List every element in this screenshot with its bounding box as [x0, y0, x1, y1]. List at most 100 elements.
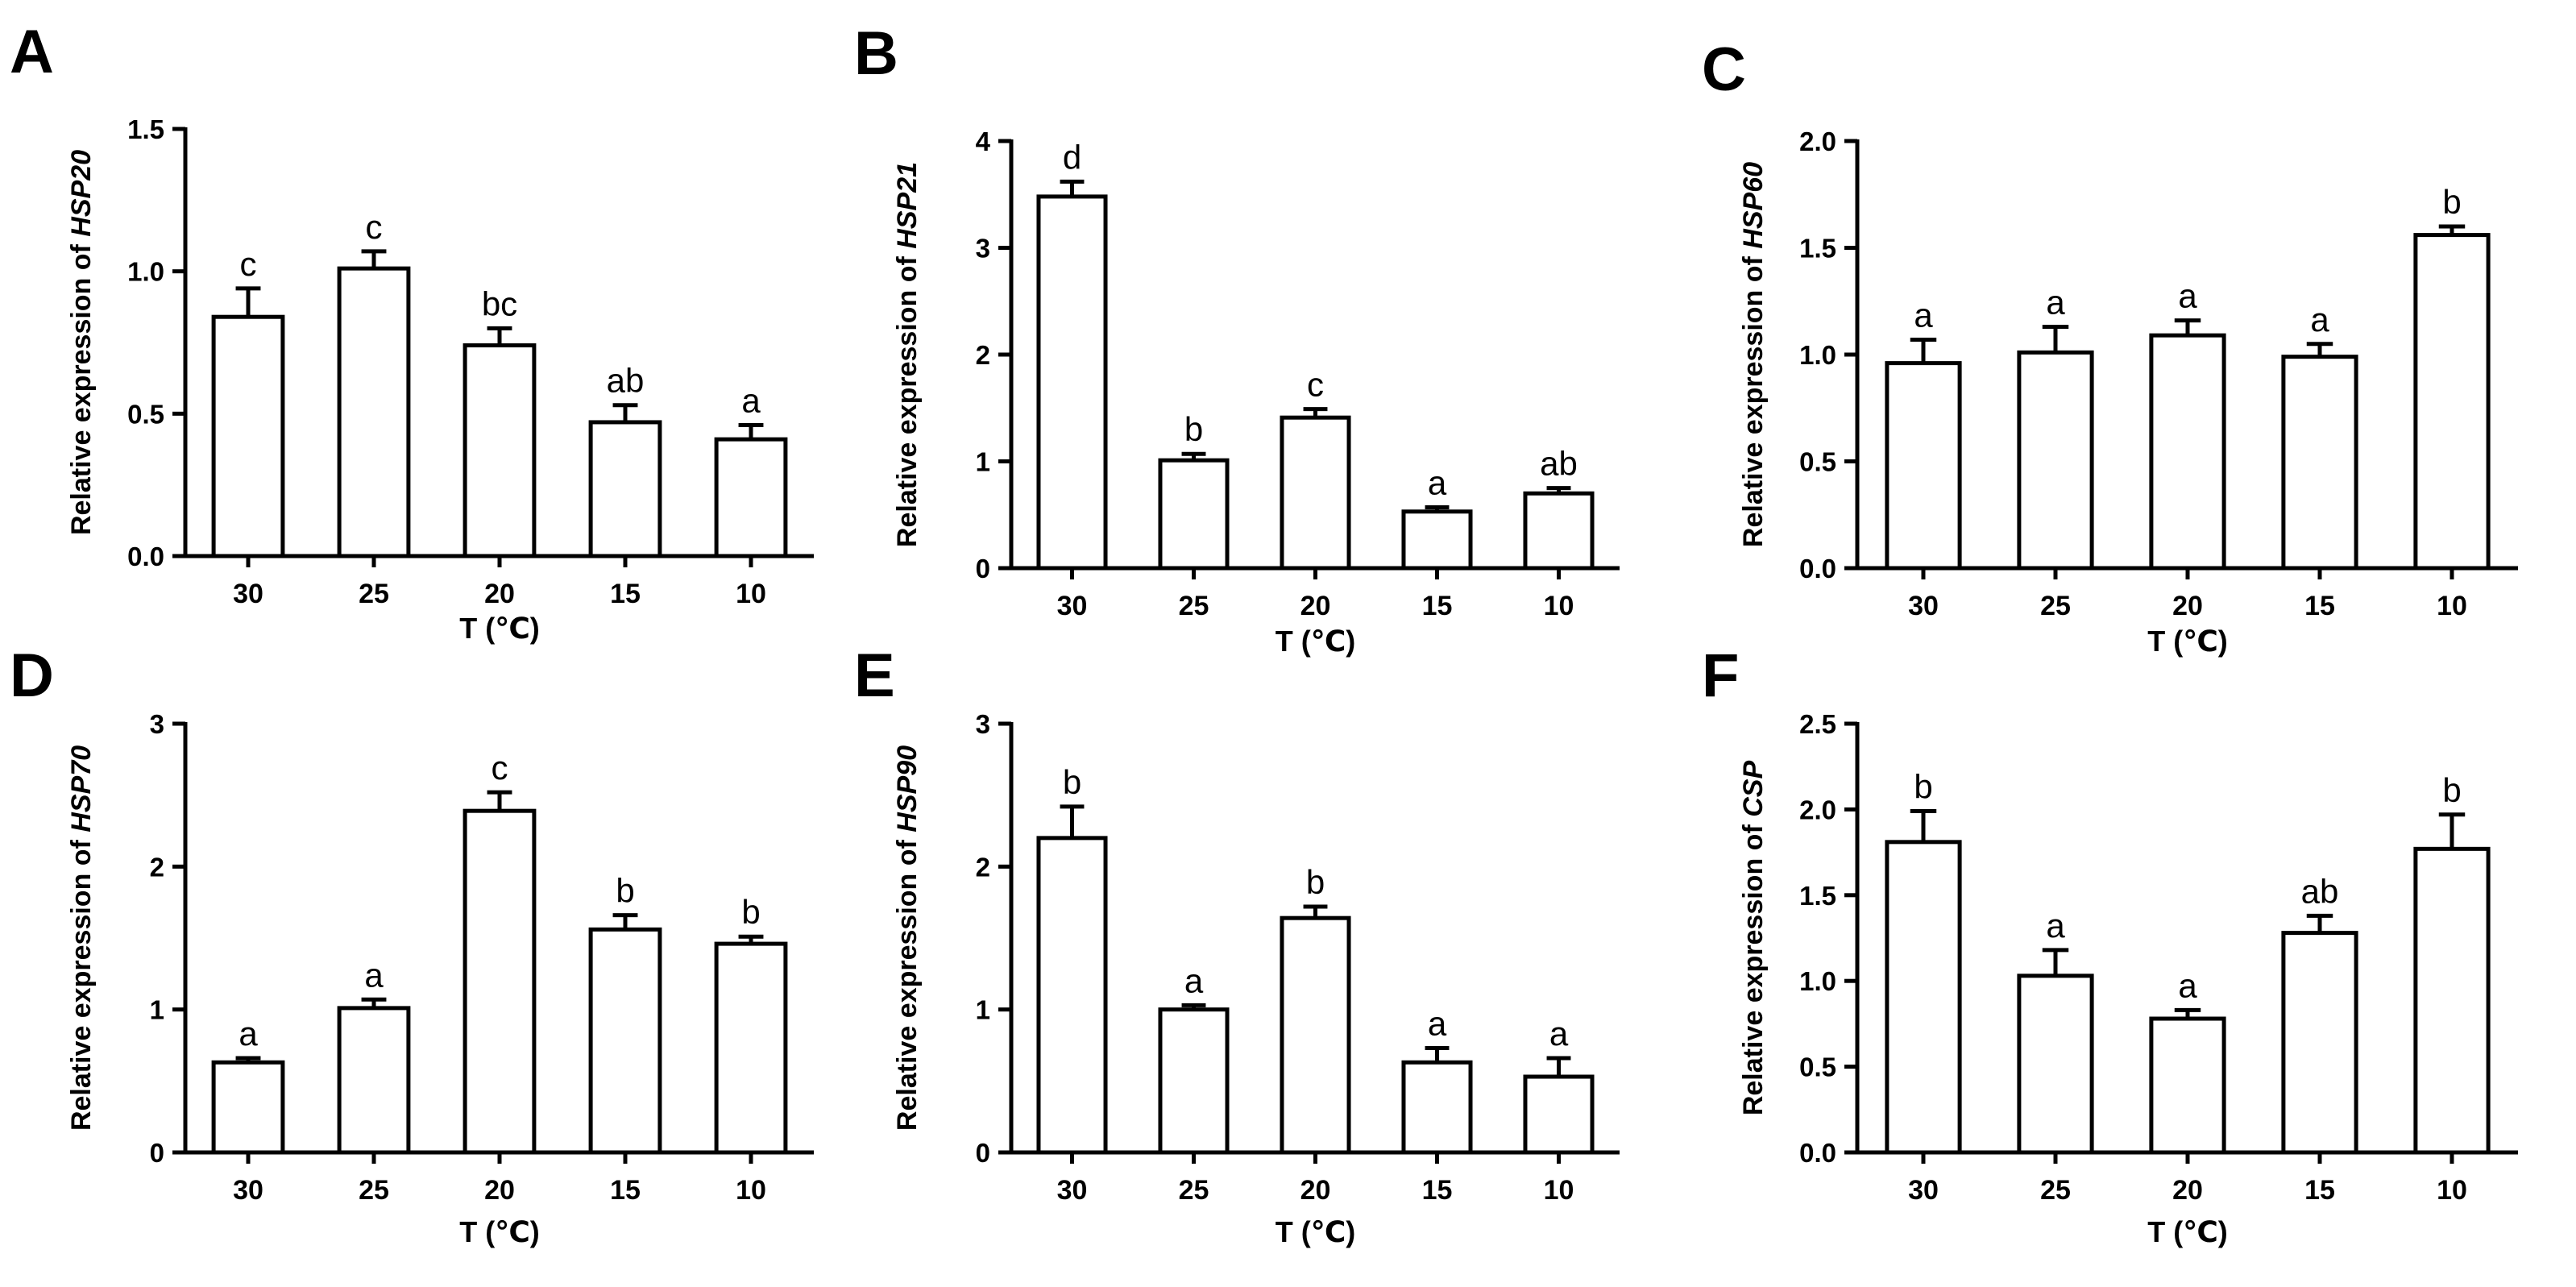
y-tick-label: 2	[150, 852, 164, 882]
y-tick-label: 1	[150, 995, 164, 1025]
x-tick-label: 20	[484, 1175, 515, 1206]
x-tick-label: 25	[359, 1175, 389, 1206]
significance-label: c	[240, 245, 257, 283]
y-tick-label: 1.0	[1799, 966, 1836, 996]
significance-label: ab	[1540, 445, 1578, 483]
significance-label: a	[239, 1015, 258, 1052]
bar	[588, 927, 662, 1155]
y-axis-label-gene: HSP70	[66, 745, 97, 832]
x-axis-label: T (℃)	[459, 612, 540, 645]
significance-label: a	[1914, 296, 1933, 334]
y-tick-label: 3	[976, 709, 990, 739]
significance-label: a	[364, 956, 384, 994]
y-tick-label: 2.0	[1799, 127, 1836, 156]
panel-d: D a 30 a 25 c 20 b 15 b 10 0 1 2 3 Relative expression…	[10, 641, 814, 1248]
bar	[2413, 233, 2491, 571]
bar	[1158, 458, 1230, 571]
significance-label: a	[2178, 966, 2197, 1004]
y-tick-label: 1.5	[127, 114, 164, 144]
y-axis-label-gene: HSP21	[892, 162, 923, 249]
significance-label: b	[1184, 410, 1203, 448]
x-tick-label: 15	[2304, 1175, 2335, 1206]
significance-label: a	[1549, 1015, 1569, 1052]
y-tick-label: 0.0	[127, 542, 164, 571]
y-axis-label: Relative expression of CSP	[1738, 761, 1769, 1116]
bar	[588, 420, 662, 558]
x-tick-label: 15	[2304, 591, 2335, 621]
y-tick-label: 2	[976, 340, 990, 370]
significance-label: c	[1307, 366, 1324, 404]
x-tick-label: 30	[1057, 1175, 1088, 1206]
x-axis-label: T (℃)	[459, 1215, 540, 1248]
bar	[463, 808, 537, 1155]
significance-label: ab	[2301, 872, 2339, 910]
bar	[1885, 840, 1962, 1155]
bar	[2017, 974, 2094, 1155]
bar	[1523, 491, 1595, 571]
x-tick-label: 10	[1544, 591, 1574, 621]
plot-d: a 30 a 25 c 20 b 15 b 10 0 1 2 3 Relative expression o…	[66, 709, 814, 1248]
bar	[1036, 194, 1108, 571]
x-tick-label: 30	[1057, 591, 1088, 621]
panel-b: B d 30 b 25 c 20 a 15 ab 10 0 1 2 3 4 Relative expressi…	[854, 19, 1620, 658]
y-tick-label: 2.0	[1799, 795, 1836, 824]
y-tick-label: 0.0	[1799, 1138, 1836, 1168]
significance-label: b	[2442, 183, 2461, 221]
x-axis-label: T (℃)	[1276, 625, 1356, 658]
x-tick-label: 30	[1908, 1175, 1939, 1206]
x-tick-label: 25	[2040, 1175, 2071, 1206]
panel-letter-a: A	[10, 18, 54, 86]
x-tick-label: 10	[736, 1175, 766, 1206]
bar	[2017, 350, 2094, 571]
x-tick-label: 20	[1300, 1175, 1331, 1206]
y-axis-label: Relative expression of HSP90	[892, 745, 923, 1131]
bar	[463, 343, 537, 558]
significance-label: a	[1428, 463, 1447, 501]
y-tick-label: 0	[976, 554, 990, 583]
x-tick-label: 20	[1300, 591, 1331, 621]
y-tick-label: 0	[150, 1138, 164, 1168]
x-tick-label: 30	[233, 1175, 263, 1206]
bar	[2413, 846, 2491, 1155]
panel-letter-b: B	[854, 19, 898, 88]
y-tick-label: 1.5	[1799, 234, 1836, 264]
significance-label: b	[741, 893, 760, 931]
x-tick-label: 20	[2172, 1175, 2203, 1206]
y-tick-label: 1	[976, 995, 990, 1025]
x-tick-label: 15	[1422, 1175, 1453, 1206]
x-tick-label: 30	[1908, 591, 1939, 621]
y-tick-label: 0.5	[1799, 1052, 1836, 1082]
bar	[211, 1060, 285, 1155]
bar	[1280, 915, 1351, 1155]
x-tick-label: 10	[2437, 1175, 2467, 1206]
bar	[1036, 836, 1108, 1155]
plot-f: b 30 a 25 a 20 ab 15 b 10 0.0 0.5 1.0 1.5 2.0 2.5 Relati…	[1738, 709, 2518, 1248]
y-tick-label: 0.5	[127, 399, 164, 429]
significance-label: a	[741, 381, 761, 419]
y-tick-label: 1	[976, 447, 990, 477]
significance-label: b	[1306, 863, 1325, 901]
plot-c: a 30 a 25 a 20 a 15 b 10 0.0 0.5 1.0 1.5 2.0 Relative e…	[1738, 127, 2518, 658]
significance-label: a	[2046, 284, 2065, 322]
y-tick-label: 3	[150, 709, 164, 739]
y-tick-label: 4	[976, 127, 991, 156]
significance-label: bc	[482, 284, 517, 322]
significance-label: b	[2442, 771, 2461, 809]
y-axis-label-prefix: Relative expression of	[66, 237, 97, 535]
y-tick-label: 2.5	[1799, 709, 1836, 739]
y-axis-label-gene: HSP20	[66, 150, 97, 237]
significance-label: a	[1184, 961, 1204, 999]
x-tick-label: 30	[233, 579, 263, 609]
y-tick-label: 1.0	[127, 257, 164, 287]
bar	[337, 1006, 411, 1155]
bar	[1885, 361, 1962, 571]
bar	[714, 941, 788, 1155]
panel-letter-c: C	[1702, 35, 1746, 104]
y-axis-label-prefix: Relative expression of	[1738, 817, 1769, 1115]
y-axis-label-gene: HSP60	[1738, 162, 1769, 249]
bar	[1523, 1074, 1595, 1155]
significance-label: ab	[607, 362, 645, 400]
bar	[714, 437, 788, 558]
x-tick-label: 10	[1544, 1175, 1574, 1206]
